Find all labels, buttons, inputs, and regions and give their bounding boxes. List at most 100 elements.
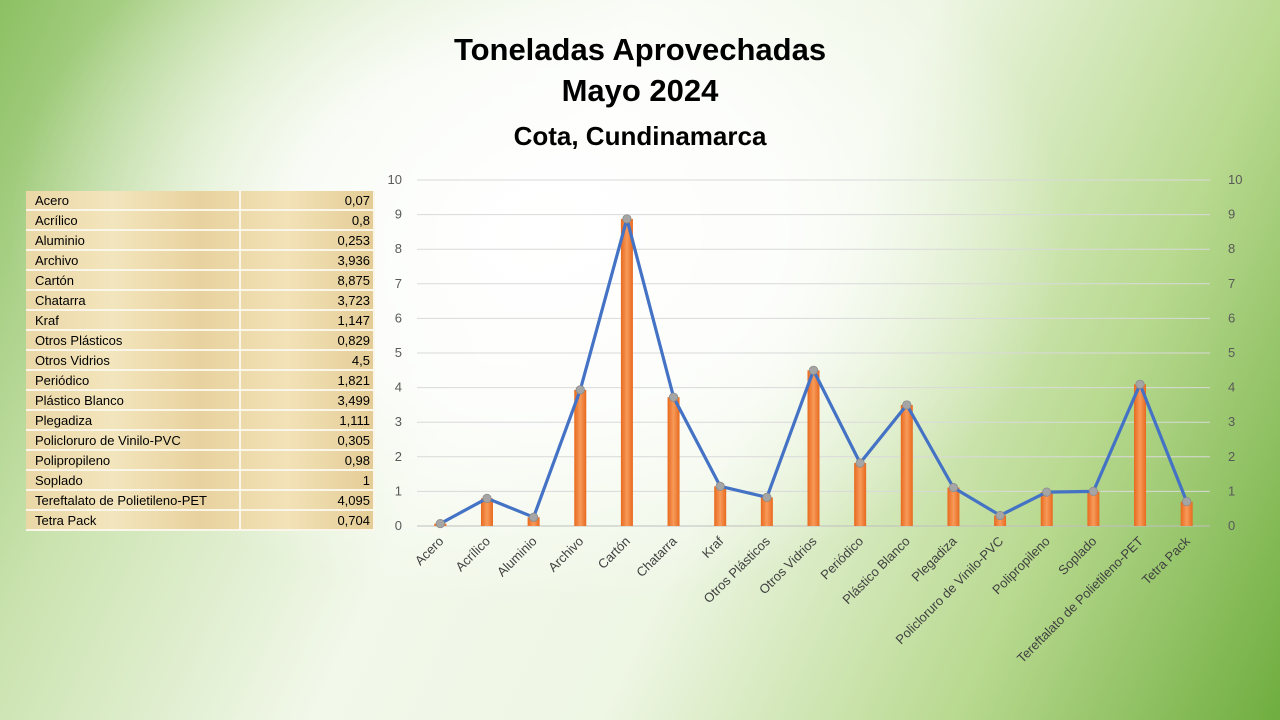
table-cell-tonnage: 1,111 — [240, 410, 375, 431]
table-cell-material: Soplado — [26, 470, 241, 491]
y-tick-label: 3 — [395, 414, 402, 429]
x-tick-label: Periódico — [817, 534, 866, 583]
table-row: Chatarra 3,723 — [26, 290, 375, 311]
bar — [667, 397, 680, 526]
table-cell-tonnage: 1,147 — [240, 310, 375, 331]
y-tick-label: 1 — [395, 483, 402, 498]
y-tick-label: 2 — [395, 449, 402, 464]
bar — [1180, 501, 1193, 526]
table-cell-tonnage: 0,829 — [240, 330, 375, 351]
table-cell-tonnage: 0,8 — [240, 210, 375, 231]
data-table-body: Acero 0,07 Acrílico 0,8 Aluminio 0,253 Archivo… — [26, 191, 375, 531]
table-cell-tonnage: 0,07 — [240, 191, 375, 211]
table-cell-tonnage: 4,5 — [240, 350, 375, 371]
data-table: Acero 0,07 Acrílico 0,8 Aluminio 0,253 Archivo… — [26, 191, 375, 531]
y-tick-label: 4 — [395, 380, 402, 395]
line-point — [715, 481, 725, 491]
table-cell-material: Kraf — [26, 310, 241, 331]
line-point — [435, 518, 445, 529]
table-cell-material: Tetra Pack — [26, 510, 241, 531]
y2-tick-label: 10 — [1228, 172, 1242, 187]
title-line-1: Toneladas Aprovechadas — [453, 32, 827, 67]
x-tick-label: Soplado — [1055, 534, 1099, 578]
line-point — [855, 458, 865, 468]
table-row: Archivo 3,936 — [26, 250, 375, 271]
table-cell-tonnage: 3,499 — [240, 390, 375, 411]
table-cell-tonnage: 3,723 — [240, 290, 375, 311]
bar — [480, 498, 493, 526]
table-cell-tonnage: 4,095 — [240, 490, 375, 511]
table-cell-material: Otros Plásticos — [26, 330, 241, 351]
y2-tick-label: 5 — [1228, 345, 1235, 360]
table-cell-tonnage: 3,936 — [240, 250, 375, 271]
table-row: Tetra Pack 0,704 — [26, 510, 375, 531]
bar — [1087, 491, 1100, 526]
table-row: Otros Plásticos 0,829 — [26, 330, 375, 351]
table-cell-tonnage: 0,253 — [240, 230, 375, 251]
y2-tick-label: 2 — [1228, 449, 1235, 464]
y-tick-label: 7 — [395, 276, 402, 291]
table-row: Plástico Blanco 3,499 — [26, 390, 375, 411]
table-cell-tonnage: 0,98 — [240, 450, 375, 471]
y-tick-label: 8 — [395, 241, 402, 256]
line-point — [622, 214, 632, 224]
table-cell-material: Plegadiza — [26, 410, 241, 431]
line-point — [995, 510, 1005, 521]
line-point — [1042, 487, 1052, 497]
x-tick-label: Cartón — [595, 534, 633, 572]
table-row: Acero 0,07 — [26, 191, 375, 211]
x-tick-label: Aluminio — [494, 534, 540, 580]
title-line-2: Mayo 2024 — [561, 73, 719, 108]
table-cell-tonnage: 1 — [240, 470, 375, 491]
bar — [1134, 384, 1147, 526]
table-cell-tonnage: 8,875 — [240, 270, 375, 291]
x-tick-label: Archivo — [545, 534, 586, 575]
line-point — [808, 365, 819, 375]
table-cell-material: Periódico — [26, 370, 241, 391]
table-row: Soplado 1 — [26, 470, 375, 491]
table-cell-material: Chatarra — [26, 290, 241, 311]
table-cell-material: Otros Vidrios — [26, 350, 241, 371]
line-point — [1088, 486, 1098, 496]
table-cell-tonnage: 0,305 — [240, 430, 375, 451]
table-cell-material: Policloruro de Vinilo-PVC — [26, 430, 241, 451]
line-point — [529, 512, 539, 522]
table-cell-material: Tereftalato de Polietileno-PET — [26, 490, 241, 511]
line-point — [482, 493, 492, 503]
y2-tick-label: 9 — [1228, 207, 1235, 222]
y-tick-label: 5 — [395, 345, 402, 360]
bar — [1040, 492, 1053, 526]
y2-tick-label: 6 — [1228, 310, 1235, 325]
y2-tick-label: 8 — [1228, 241, 1235, 256]
table-cell-tonnage: 0,704 — [240, 510, 375, 531]
y2-tick-label: 7 — [1228, 276, 1235, 291]
y2-tick-label: 3 — [1228, 414, 1235, 429]
table-row: Tereftalato de Polietileno-PET 4,095 — [26, 490, 375, 511]
table-row: Otros Vidrios 4,5 — [26, 350, 375, 371]
table-row: Cartón 8,875 — [26, 270, 375, 291]
table-cell-material: Archivo — [26, 250, 241, 271]
chart-title: Toneladas Aprovechadas Mayo 2024 Cota, C… — [340, 30, 940, 158]
table-row: Polipropileno 0,98 — [26, 450, 375, 471]
x-tick-label: Kraf — [699, 533, 727, 561]
line-point — [1182, 497, 1192, 507]
x-tick-label: Acrílico — [452, 534, 493, 575]
line-point — [668, 392, 679, 402]
table-cell-material: Acero — [26, 191, 241, 211]
line-point — [902, 400, 912, 410]
bar — [900, 404, 913, 526]
bar — [574, 389, 587, 526]
table-row: Aluminio 0,253 — [26, 230, 375, 251]
y-tick-label: 0 — [395, 518, 402, 533]
x-tick-label: Acero — [412, 534, 447, 569]
x-tick-label: Chatarra — [633, 533, 680, 580]
table-row: Periódico 1,821 — [26, 370, 375, 391]
table-row: Plegadiza 1,111 — [26, 410, 375, 431]
y2-tick-label: 1 — [1228, 483, 1235, 498]
y-tick-label: 10 — [388, 172, 402, 187]
bar — [994, 515, 1007, 526]
y-tick-label: 9 — [395, 207, 402, 222]
bar — [854, 462, 867, 526]
title-line-3: Cota, Cundinamarca — [513, 121, 767, 151]
